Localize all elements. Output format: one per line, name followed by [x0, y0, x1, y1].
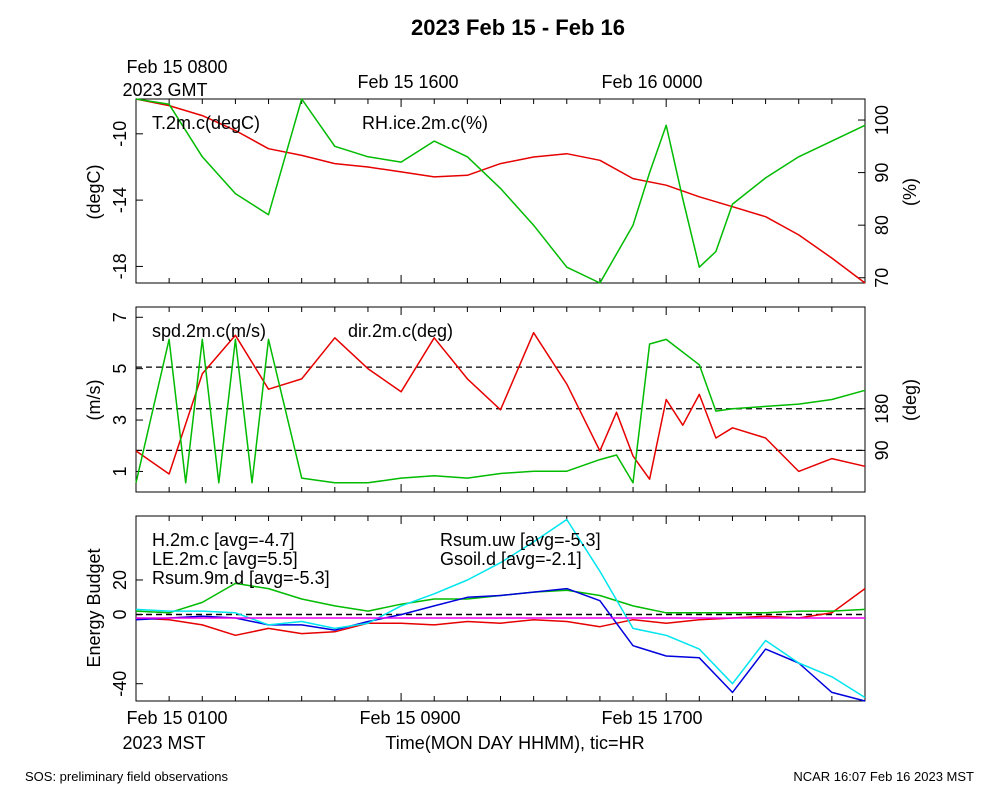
chart-title: 2023 Feb 15 - Feb 16	[411, 15, 625, 40]
legend-dir: dir.2m.c(deg)	[348, 321, 453, 341]
x-axis-title: Time(MON DAY HHMM), tic=HR	[385, 733, 644, 753]
bottom-axis-label-2: Feb 15 1700	[601, 708, 702, 728]
y-tick-label-right-p0-0: 100	[872, 105, 892, 135]
y-tick-label-left-p2-0: 20	[110, 570, 130, 590]
series-layer	[135, 98, 866, 702]
series-line-p1-1	[135, 338, 866, 484]
y-tick-label-left-p2-1: 0	[110, 610, 130, 620]
y-tick-label-left-p2-2: -40	[110, 671, 130, 697]
bottom-axis-first-label-line1: Feb 15 0100	[126, 708, 227, 728]
legend-rsum9m: Rsum.9m.d [avg=-5.3]	[152, 568, 330, 588]
temperature-left-axis-title: (degC)	[84, 164, 104, 219]
series-line-p0-0	[135, 98, 866, 284]
top-axis-first-label-line2: 2023 GMT	[122, 80, 207, 100]
y-tick-label-right-p0-1: 90	[872, 163, 892, 183]
series-line-p1-0	[135, 331, 866, 480]
footer-left: SOS: preliminary field observations	[25, 769, 229, 784]
wind-right-axis-title: (deg)	[900, 379, 920, 421]
y-tick-label-right-p0-3: 70	[872, 268, 892, 288]
y-tick-label-left-p1-2: 3	[110, 415, 130, 425]
energy-left-axis-title: Energy Budget	[84, 548, 104, 667]
series-line-p0-1	[135, 98, 866, 284]
y-tick-label-left-p1-3: 1	[110, 466, 130, 476]
footer-right: NCAR 16:07 Feb 16 2023 MST	[793, 769, 974, 784]
temperature-right-axis-title: (%)	[900, 178, 920, 206]
top-axis-label-2: Feb 16 0000	[601, 72, 702, 92]
legend-rsum-uw: Rsum.uw [avg=-5.3]	[440, 530, 601, 550]
y-tick-label-left-p0-1: -14	[110, 187, 130, 213]
wind-left-axis-title: (m/s)	[84, 380, 104, 421]
legend-spd: spd.2m.c(m/s)	[152, 321, 266, 341]
top-axis-label-1: Feb 15 1600	[357, 72, 458, 92]
y-tick-label-left-p0-2: -18	[110, 253, 130, 279]
top-axis-first-label-line1: Feb 15 0800	[126, 57, 227, 77]
y-tick-label-left-p1-0: 7	[110, 312, 130, 322]
legend-rh-ice: RH.ice.2m.c(%)	[362, 113, 488, 133]
tick-labels: -10 -14 -18 100 90 80 70 7 5 3 1 20 0 -40 180 90	[110, 105, 892, 697]
y-tick-label-left-p1-1: 5	[110, 364, 130, 374]
bottom-axis-label-1: Feb 15 0900	[359, 708, 460, 728]
legend-h2m: H.2m.c [avg=-4.7]	[152, 530, 295, 550]
wind-dir-tick-label-1: 90	[872, 440, 892, 460]
y-tick-label-right-p0-2: 80	[872, 215, 892, 235]
series-line-p2-2	[135, 587, 866, 702]
wind-dir-tick-label-0: 180	[872, 394, 892, 424]
legend-gsoil: Gsoil.d [avg=-2.1]	[440, 549, 582, 569]
y-tick-label-left-p0-0: -10	[110, 121, 130, 147]
legend-le2m: LE.2m.c [avg=5.5]	[152, 549, 298, 569]
axis-ticks	[135, 99, 866, 701]
series-line-p2-3	[135, 518, 866, 699]
legend-t2m: T.2m.c(degC)	[152, 113, 260, 133]
bottom-axis-first-label-line2: 2023 MST	[122, 733, 205, 753]
